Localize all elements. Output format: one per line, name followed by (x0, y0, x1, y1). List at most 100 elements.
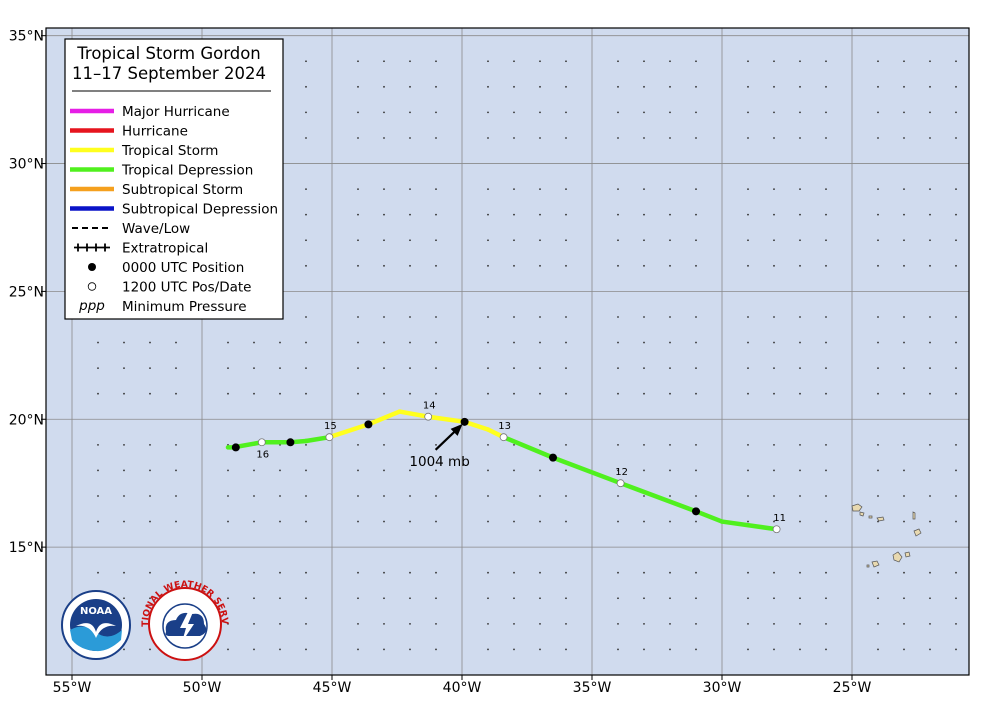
grid-dot (487, 85, 489, 88)
grid-dot (305, 137, 307, 139)
grid-dot (773, 571, 775, 574)
grid-dot (799, 111, 801, 114)
grid-dot (903, 111, 905, 114)
grid-dot (435, 392, 437, 395)
grid-dot (877, 188, 879, 191)
grid-dot (695, 85, 697, 88)
grid-dot (383, 60, 385, 63)
grid-dot (799, 648, 801, 651)
grid-dot (487, 469, 489, 472)
grid-dot (877, 469, 879, 472)
grid-dot (539, 111, 541, 114)
grid-dot (643, 60, 645, 63)
grid-dot (513, 188, 515, 191)
grid-dot (929, 111, 931, 114)
grid-dot (175, 571, 177, 574)
grid-dot (383, 392, 385, 395)
grid-dot (955, 188, 957, 191)
grid-dot (695, 213, 697, 216)
grid-dot (539, 367, 541, 370)
grid-dot (565, 264, 567, 267)
grid-dot (643, 213, 645, 216)
grid-dot (227, 341, 229, 344)
gridlines (46, 28, 969, 675)
grid-dot (149, 648, 151, 651)
grid-dot (253, 392, 255, 395)
grid-dot (747, 188, 749, 191)
grid-dot (357, 188, 359, 191)
grid-dot (435, 341, 437, 344)
grid-dot (123, 443, 125, 446)
lon-tick-label: 55°W (53, 680, 92, 696)
grid-dot (773, 443, 775, 446)
grid-dot (773, 213, 775, 216)
grid-dot (409, 188, 411, 191)
grid-dot (929, 520, 931, 523)
grid-dot (955, 60, 957, 63)
grid-dot (383, 469, 385, 472)
grid-dot (123, 648, 125, 651)
date-label: 14 (423, 401, 436, 412)
position-0000-marker (231, 443, 240, 452)
lon-tick-label: 35°W (573, 680, 612, 696)
grid-dot (123, 392, 125, 395)
grid-dot (97, 443, 99, 446)
date-label: 12 (615, 467, 628, 478)
grid-dot (513, 264, 515, 267)
grid-dot (305, 111, 307, 114)
pressure-annotation: 1004 mb (409, 423, 470, 470)
grid-dot (409, 316, 411, 318)
grid-dot (149, 392, 151, 395)
grid-dot (305, 60, 307, 63)
grid-dot (929, 571, 931, 574)
grid-dot (877, 341, 879, 344)
grid-dot (669, 213, 671, 216)
grid-dot (903, 60, 905, 63)
grid-dot (929, 367, 931, 370)
track-segment (618, 480, 699, 514)
grid-dot (669, 341, 671, 344)
grid-dot (539, 213, 541, 216)
legend-item: Tropical Depression (70, 163, 253, 179)
grid-dot (305, 316, 307, 318)
grid-dot (877, 85, 879, 88)
grid-dot (565, 316, 567, 318)
grid-dot (357, 443, 359, 446)
grid-dot (513, 137, 515, 139)
grid-dot (903, 392, 905, 395)
grid-dot (929, 137, 931, 139)
grid-dot (97, 469, 99, 472)
grid-dot (539, 60, 541, 63)
grid-dot (227, 520, 229, 523)
track-segment (327, 422, 371, 440)
legend-item-label: Major Hurricane (122, 104, 230, 120)
grid-dot (773, 137, 775, 139)
grid-dot (513, 367, 515, 370)
legend-item: Hurricane (70, 124, 188, 140)
grid-dot (747, 213, 749, 216)
grid-dot (669, 469, 671, 472)
grid-dot (747, 648, 749, 651)
grid-dot (825, 622, 827, 625)
grid-dot (513, 85, 515, 88)
grid-dot (409, 341, 411, 344)
grid-dot (643, 597, 645, 600)
grid-dot (175, 469, 177, 472)
grid-dot (513, 443, 515, 446)
grid-dot (643, 392, 645, 395)
grid-dot (305, 443, 307, 446)
grid-dot (565, 137, 567, 139)
grid-dot (799, 443, 801, 446)
grid-dot (877, 111, 879, 114)
legend-title-line2: 11–17 September 2024 (72, 64, 266, 83)
grid-dot (565, 213, 567, 216)
grid-dot (773, 597, 775, 600)
grid-dot (747, 341, 749, 344)
grid-dot (435, 367, 437, 370)
grid-dot (643, 571, 645, 574)
grid-dot (383, 367, 385, 370)
position-1200-marker (616, 479, 625, 488)
legend-item: Extratropical (74, 241, 208, 257)
grid-dot (175, 443, 177, 446)
grid-dot (409, 85, 411, 88)
